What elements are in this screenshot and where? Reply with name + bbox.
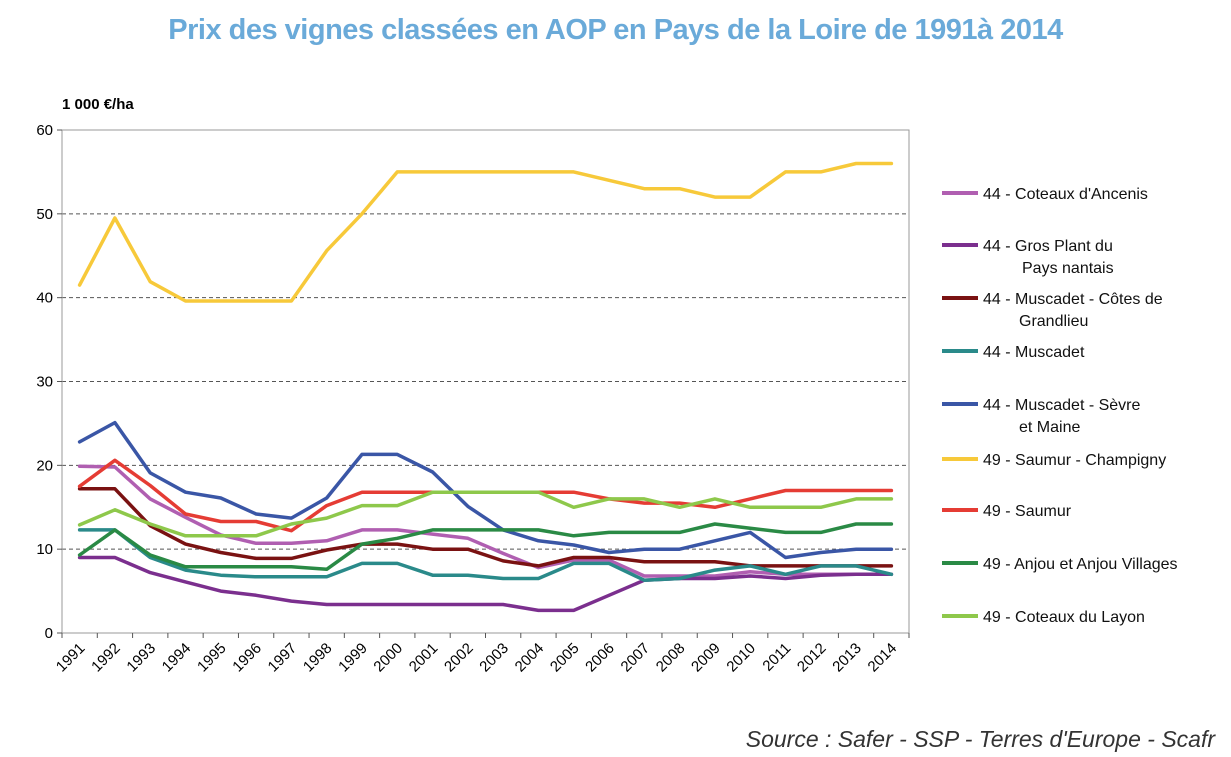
legend-label: 44 - Muscadet: [983, 344, 1085, 361]
y-tick-label: 60: [36, 122, 53, 139]
grid-lines: [62, 213, 909, 550]
x-tick-label: 1993: [123, 640, 159, 676]
source-note: Source : Safer - SSP - Terres d'Europe -…: [745, 726, 1215, 752]
x-tick-label: 1995: [194, 640, 230, 676]
legend-label: 44 - Gros Plant du: [983, 238, 1113, 255]
series-line-9: [77, 490, 894, 538]
x-tick-label: 2009: [688, 640, 724, 676]
x-tick-label: 2000: [370, 640, 406, 676]
legend-label: 44 - Muscadet - Sèvre: [983, 397, 1141, 414]
x-tick-label: 2013: [829, 640, 865, 676]
series-line-5: [77, 420, 894, 560]
y-tick-label: 0: [45, 625, 53, 642]
legend-label: Pays nantais: [1022, 260, 1114, 277]
legend-label: 44 - Coteaux d'Ancenis: [983, 186, 1148, 203]
x-tick-label: 1999: [335, 640, 371, 676]
legend-label: 44 - Muscadet - Côtes de: [983, 291, 1163, 308]
y-tick-label: 50: [36, 206, 53, 223]
x-tick-label: 2008: [653, 640, 689, 676]
series-line-3: [77, 487, 894, 568]
x-axis: 1991 1992 1993 1994 1995 1996 1997 1998 1999 2000…: [53, 633, 910, 676]
y-tick-label: 30: [36, 374, 53, 391]
x-tick-label: 2010: [723, 640, 759, 676]
series-line-8: [77, 522, 894, 572]
legend-label: 49 - Saumur - Champigny: [983, 452, 1166, 469]
x-tick-label: 2007: [618, 640, 654, 676]
legend-label: 49 - Anjou et Anjou Villages: [983, 556, 1178, 573]
legend: 44 - Coteaux d'Ancenis 44 - Gros Plant du…: [942, 186, 1178, 626]
x-tick-label: 2004: [512, 640, 548, 676]
x-tick-label: 1994: [159, 640, 195, 676]
series-line-1: [77, 464, 894, 578]
series-group: [77, 161, 894, 613]
x-tick-label: 1996: [229, 640, 265, 676]
x-tick-label: 1992: [88, 640, 124, 676]
x-tick-label: 1991: [53, 640, 89, 676]
x-tick-label: 2003: [476, 640, 512, 676]
series-line-4: [77, 528, 894, 582]
legend-label: Grandlieu: [1019, 313, 1088, 330]
y-axis-label: 1 000 €/ha: [62, 96, 134, 113]
legend-label: 49 - Saumur: [983, 503, 1072, 520]
x-tick-label: 2006: [582, 640, 618, 676]
y-tick-label: 40: [36, 290, 53, 307]
x-tick-label: 2011: [759, 640, 794, 675]
series-line-6: [77, 161, 894, 303]
legend-label: 49 - Coteaux du Layon: [983, 609, 1145, 626]
x-tick-label: 2001: [406, 640, 442, 676]
x-tick-label: 2005: [547, 640, 583, 676]
legend-label: et Maine: [1019, 419, 1080, 436]
x-tick-label: 1998: [300, 640, 336, 676]
x-tick-label: 2012: [794, 640, 830, 676]
x-tick-label: 1997: [265, 640, 301, 676]
series-line-2: [77, 555, 894, 613]
x-tick-label: 2014: [865, 640, 901, 676]
x-tick-label: 2002: [441, 640, 477, 676]
chart-title: Prix des vignes classées en AOP en Pays …: [168, 14, 1063, 46]
y-tick-label: 20: [36, 457, 53, 474]
y-axis: 0 10 20 30 40 50 60: [36, 122, 62, 642]
y-tick-label: 10: [36, 541, 53, 558]
